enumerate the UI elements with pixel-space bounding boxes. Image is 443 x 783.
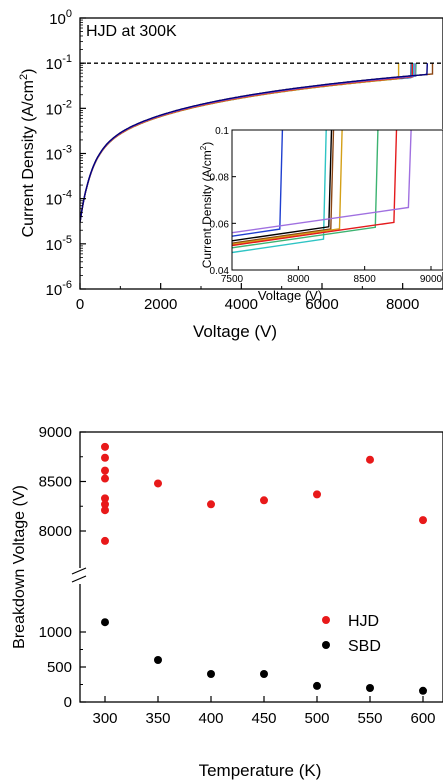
inset-curve (232, 130, 412, 234)
plot-frame-2 (79, 431, 443, 703)
x-tick-label-2: 550 (357, 710, 382, 727)
y-tick-label-2: 8000 (39, 523, 72, 540)
hjd-point (101, 453, 109, 462)
inset-x-tick-label: 9000 (420, 274, 443, 285)
y-tick-label: 10-1 (46, 53, 72, 73)
inset-curve (232, 130, 284, 237)
sbd-point (419, 686, 427, 695)
legend: HJD SBD (322, 613, 381, 655)
inset-curve (232, 130, 333, 242)
inset-x-tick-label: 7500 (221, 274, 244, 285)
sbd-point (260, 670, 268, 678)
hjd-point (101, 536, 109, 545)
x-tick-label: 4000 (225, 296, 258, 313)
hjd-point (313, 490, 321, 499)
hjd-point (101, 466, 109, 475)
inset-curve (232, 130, 335, 244)
inset-curve (232, 130, 327, 254)
hjd-point (154, 479, 162, 488)
y-tick-label-2: 0 (64, 694, 72, 711)
y-tick-label-2: 9000 (39, 424, 72, 441)
inset-curve (232, 130, 379, 249)
sbd-point (366, 684, 374, 692)
iv-chart: 100 10-1 10-2 10-3 10-4 10-5 10-6 0 2000 4000 600… (18, 8, 443, 341)
inset-x-tick-label: 8000 (287, 274, 310, 285)
legend-marker (322, 616, 330, 624)
inset-y-axis-label: Current Density (A/cm2) (199, 142, 214, 268)
legend-label: SBD (348, 638, 381, 655)
x-tick-label: 6000 (305, 296, 338, 313)
sbd-point (154, 656, 162, 664)
inset-x-axis-label: Voltage (V) (258, 288, 322, 303)
x-tick-label: 2000 (144, 296, 177, 313)
x-tick-label-2: 450 (251, 710, 276, 727)
x-tick-label-2: 600 (410, 710, 435, 727)
hjd-point (101, 506, 109, 515)
inset-chart: 0.1 0.08 0.06 0.04 7500 8000 8500 9000 Voltage… (199, 126, 443, 303)
x-axis-label-2: Temperature (K) (199, 761, 322, 780)
y-tick-label: 10-2 (46, 98, 72, 118)
hjd-point (101, 474, 109, 483)
inset-y-tick-label: 0.08 (210, 173, 230, 184)
chart-title: HJD at 300K (86, 23, 177, 40)
y-axis-label: Current Density (A/cm2) (18, 69, 37, 238)
hjd-point (366, 455, 374, 464)
hjd-point (207, 500, 215, 509)
inset-x-tick-label: 8500 (354, 274, 377, 285)
x-tick-label-2: 350 (145, 710, 170, 727)
hjd-point (260, 496, 268, 505)
legend-label: HJD (348, 613, 379, 630)
y-tick-label: 10-6 (46, 279, 72, 299)
sbd-point (207, 670, 215, 678)
inset-curve (232, 130, 343, 245)
hjd-point (101, 494, 109, 503)
x-tick-label-2: 300 (92, 710, 117, 727)
y-tick-label-2: 1000 (39, 624, 72, 641)
inset-y-tick-label: 0.04 (210, 266, 230, 277)
x-tick-label-2: 500 (304, 710, 329, 727)
y-tick-label-2: 500 (47, 659, 72, 676)
legend-marker (322, 641, 330, 649)
inset-y-tick-label: 0.06 (210, 219, 230, 230)
y-axis-label-2: Breakdown Voltage (V) (11, 485, 28, 649)
y-tick-label-2: 8500 (39, 474, 72, 491)
breakdown-chart: 9000 8500 8000 1000 500 0 300 350 400 450 500 550 6… (11, 424, 443, 780)
y-tick-label: 10-4 (46, 189, 72, 209)
hjd-point (101, 500, 109, 509)
x-tick-label-2: 400 (198, 710, 223, 727)
axis-break (71, 567, 87, 584)
hjd-point (419, 516, 427, 525)
y-tick-label: 10-3 (46, 144, 72, 164)
hjd-point (101, 442, 109, 451)
x-axis-label: Voltage (V) (193, 322, 277, 341)
inset-y-tick-label: 0.1 (215, 126, 229, 137)
inset-curve (232, 130, 398, 247)
y-tick-label: 100 (49, 8, 72, 28)
iv-curve (80, 63, 428, 223)
sbd-point (101, 618, 109, 627)
inset-frame (231, 129, 443, 271)
y-tick-label: 10-5 (46, 234, 72, 254)
sbd-point (313, 681, 321, 690)
x-tick-label: 0 (76, 296, 84, 313)
x-tick-label: 8000 (386, 296, 419, 313)
